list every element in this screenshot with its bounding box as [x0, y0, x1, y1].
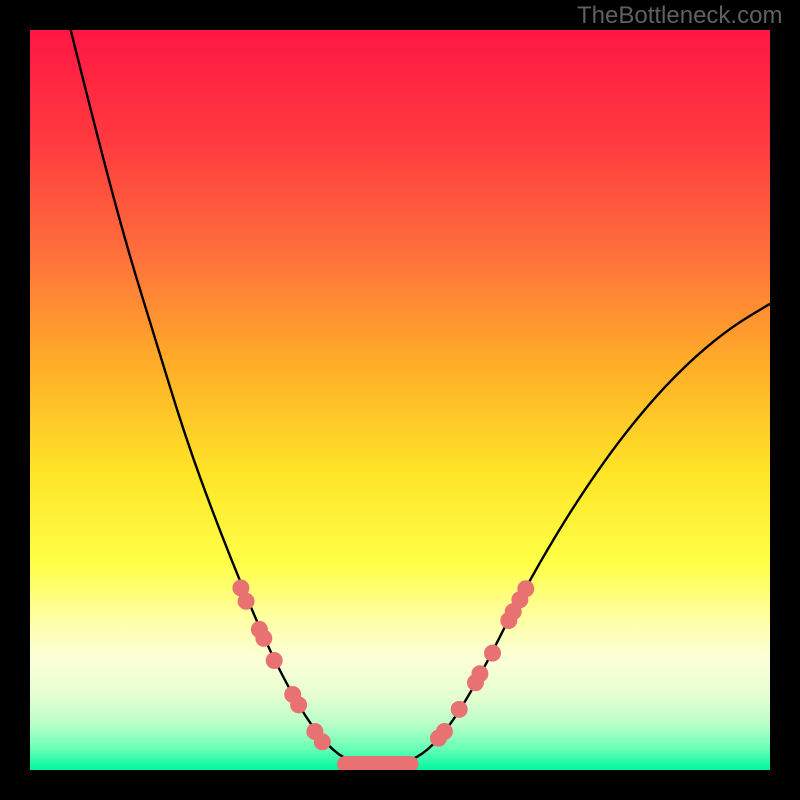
curve-marker: [314, 734, 330, 750]
curve-marker: [451, 701, 467, 717]
frame-border-bottom: [0, 770, 800, 800]
curve-marker: [485, 645, 501, 661]
curve-marker: [238, 593, 254, 609]
frame-border-right: [770, 0, 800, 800]
curve-marker: [518, 581, 534, 597]
frame-border-left: [0, 0, 30, 800]
curve-marker: [256, 630, 272, 646]
plot-background: [30, 30, 770, 770]
curve-marker: [436, 724, 452, 740]
curve-marker: [472, 666, 488, 682]
attribution-label: TheBottleneck.com: [577, 2, 782, 30]
marker-bottom-bar: [337, 756, 418, 772]
curve-marker: [266, 652, 282, 668]
bottleneck-curve-chart: [0, 0, 800, 800]
curve-marker: [291, 697, 307, 713]
